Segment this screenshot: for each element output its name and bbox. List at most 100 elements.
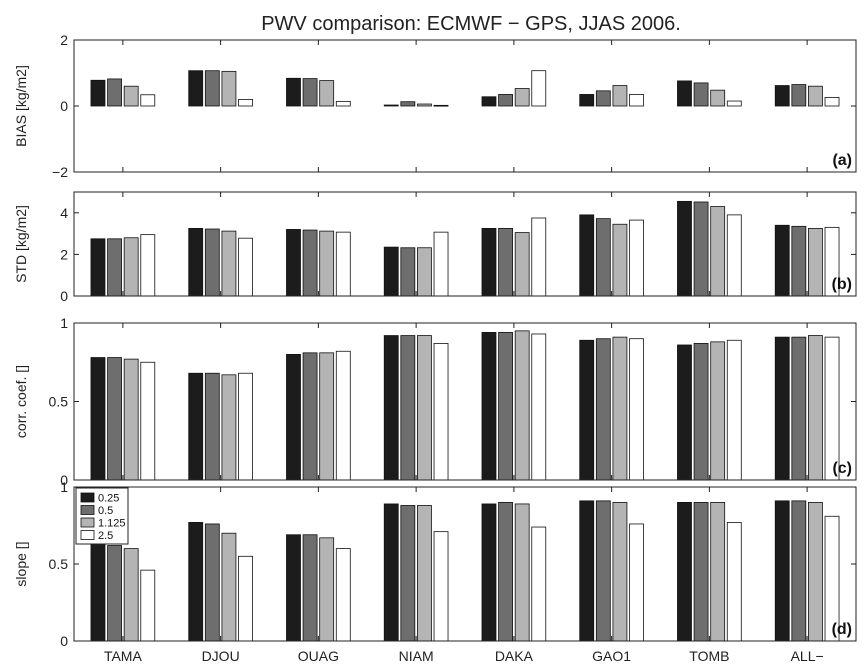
legend-swatch-1.125 [80,517,95,528]
panel-frame [73,191,857,297]
chart-panels: −2 0 2 BIAS [kg/m2] (a) 0 2 4 STD [kg/m2] (b) 0 0.5… [13,32,857,649]
bar-a-DAKA-2.5 [531,70,547,107]
bar-c-OUAG-1.125 [319,352,335,481]
bar-b-ALL−-0.5 [791,225,807,297]
category-label-TOMB: TOMB [689,648,729,664]
bar-a-ALL−-2.5 [824,97,840,107]
bar-d-TAMA-0.5 [107,545,122,642]
bar-c-ALL−-1.125 [808,335,823,481]
bar-c-TOMB-1.125 [710,341,726,481]
bar-d-NIAM-0.5 [400,505,416,642]
bar-c-GAO1-1.125 [612,336,628,481]
bar-b-TOMB-0.5 [693,201,709,297]
bar-c-DAKA-0.25 [481,332,497,481]
bar-c-OUAG-0.25 [286,353,301,481]
bar-d-DAKA-0.5 [498,501,513,642]
bar-d-DJOU-2.5 [238,555,253,642]
y-tick-label: 1 [60,315,68,331]
bar-c-GAO1-0.25 [579,339,595,481]
bar-d-GAO1-2.5 [629,523,644,642]
legend-entry-1.125: 1.125 [98,518,126,530]
bar-c-TOMB-0.5 [693,343,709,481]
bar-a-DAKA-0.25 [481,96,497,107]
bar-d-DAKA-0.25 [481,503,497,642]
bar-c-OUAG-0.5 [302,352,318,481]
legend-swatch-0.25 [80,492,95,503]
bar-b-DAKA-2.5 [531,217,547,297]
bar-a-NIAM-0.5 [400,101,416,107]
y-tick-label: 2 [60,32,68,48]
bar-d-TOMB-2.5 [726,522,742,642]
bar-a-GAO1-0.5 [595,90,611,107]
y-tick-label: 0 [60,288,68,304]
category-label-TAMA: TAMA [104,648,143,664]
bar-c-NIAM-2.5 [433,343,449,481]
category-label-DAKA: DAKA [495,648,534,664]
bar-c-DJOU-0.25 [188,372,204,481]
bar-a-OUAG-0.5 [302,78,318,107]
y-tick-label: 0 [60,633,68,649]
bar-b-TAMA-0.5 [107,238,122,297]
bar-a-TAMA-2.5 [140,94,156,107]
panel-c: 0 0.5 1 corr. coef. [] (c) [13,315,857,488]
bar-a-TAMA-1.125 [123,85,139,107]
bar-a-OUAG-2.5 [335,100,351,107]
bar-d-OUAG-2.5 [335,548,351,642]
chart-title: PWV comparison: ECMWF − GPS, JJAS 2006. [261,13,681,35]
bar-d-GAO1-0.5 [595,500,611,642]
bar-b-OUAG-0.25 [286,229,301,297]
category-label-GAO1: GAO1 [592,648,631,664]
bar-a-DAKA-0.5 [498,94,513,107]
bar-b-GAO1-0.25 [579,214,595,297]
bar-d-OUAG-1.125 [319,537,335,642]
bar-c-TAMA-2.5 [140,361,156,481]
y-tick-label: 4 [60,205,68,221]
category-labels: TAMA DJOU OUAG NIAM DAKA GAO1 TOMB ALL− [104,648,824,664]
bar-a-TOMB-0.5 [693,82,709,107]
legend-swatch-0.5 [80,505,95,515]
bar-b-TOMB-2.5 [726,214,742,297]
bar-a-GAO1-1.125 [612,85,628,107]
bar-c-DAKA-1.125 [514,330,530,481]
bar-b-DAKA-0.25 [481,227,497,297]
panel-label: (d) [832,621,852,638]
bar-d-GAO1-1.125 [612,501,628,642]
bar-b-DJOU-0.25 [188,227,204,297]
bar-b-DAKA-0.5 [498,227,513,297]
bar-d-NIAM-1.125 [417,505,432,642]
legend-swatch-2.5 [80,530,95,540]
bar-c-OUAG-2.5 [335,350,351,481]
bar-b-NIAM-1.125 [417,247,432,297]
bar-c-TOMB-0.25 [677,344,692,481]
bar-c-DJOU-2.5 [238,372,253,481]
bar-a-TAMA-0.25 [90,79,106,107]
bar-c-DAKA-0.5 [498,332,513,481]
y-tick-label: 0 [60,98,68,114]
bar-a-TAMA-0.5 [107,78,122,107]
bar-b-DJOU-2.5 [238,237,253,297]
bar-a-DJOU-0.5 [204,70,220,107]
panel-a: −2 0 2 BIAS [kg/m2] (a) [13,32,857,180]
bar-a-NIAM-0.25 [383,104,399,107]
bar-b-TAMA-0.25 [90,238,106,297]
bar-d-TOMB-0.5 [693,501,709,642]
bar-b-TOMB-0.25 [677,200,692,297]
bar-a-GAO1-0.25 [579,94,595,107]
bar-d-OUAG-0.25 [286,534,301,642]
legend-entry-0.25: 0.25 [98,493,119,505]
panel-label: (b) [832,276,852,293]
bar-d-OUAG-0.5 [302,534,318,642]
y-axis-label: slope [] [13,541,29,586]
category-label-ALL−: ALL− [791,648,824,664]
bar-a-DJOU-1.125 [221,70,237,107]
bar-d-DJOU-1.125 [221,532,237,642]
bar-c-TOMB-2.5 [726,339,742,481]
bar-b-GAO1-0.5 [595,218,611,297]
bar-a-TOMB-0.25 [677,80,692,107]
bar-c-TAMA-0.25 [90,357,106,481]
legend-entry-0.5: 0.5 [98,505,113,517]
bar-a-TOMB-2.5 [726,100,742,107]
bar-b-TOMB-1.125 [710,206,726,297]
bar-a-OUAG-1.125 [319,80,335,107]
